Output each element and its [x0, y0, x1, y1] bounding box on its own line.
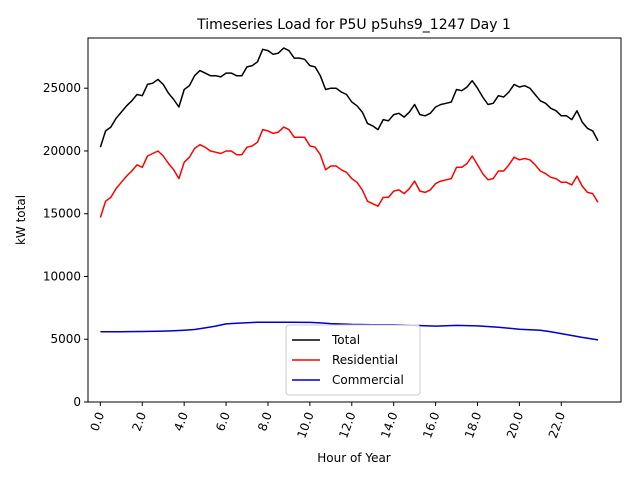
x-tick-label: 2.0: [129, 410, 149, 433]
chart-title: Timeseries Load for P5U p5uhs9_1247 Day …: [196, 17, 511, 33]
y-tick-label: 15000: [43, 207, 81, 221]
y-axis: 0 5000 10000 15000 20000 25000: [43, 81, 88, 409]
y-tick-label: 10000: [43, 269, 81, 283]
legend-box: [285, 324, 421, 396]
series-line-residential: [99, 126, 599, 218]
x-axis-label: Hour of Year: [317, 451, 391, 465]
y-tick-label: 20000: [43, 144, 81, 158]
series-line-commercial: [100, 321, 599, 341]
series-line-total: [99, 47, 599, 148]
x-tick-label: 8.0: [255, 410, 275, 433]
x-tick-label: 6.0: [213, 410, 233, 433]
series-layer: [99, 47, 599, 341]
y-tick-label: 0: [73, 395, 81, 409]
x-tick-label: 4.0: [171, 410, 191, 433]
legend-label-commercial: Commercial: [332, 373, 404, 387]
y-tick-label: 25000: [43, 81, 81, 95]
y-tick-label: 5000: [50, 332, 81, 346]
legend: Total Residential Commercial: [285, 324, 421, 396]
y-axis-label: kW total: [14, 195, 28, 245]
legend-label-residential: Residential: [332, 353, 398, 367]
legend-label-total: Total: [331, 333, 360, 347]
plot-frame: [87, 37, 622, 403]
x-tick-label: 0.0: [87, 410, 107, 433]
